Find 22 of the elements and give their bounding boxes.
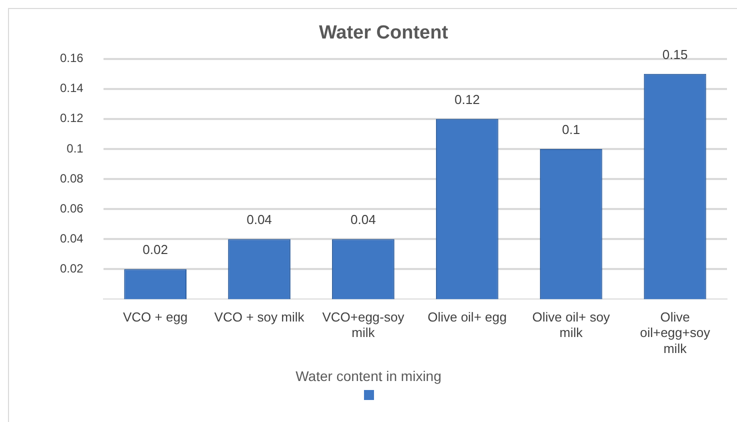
y-tick-label: 0.02 — [60, 261, 84, 276]
data-label: 0.02 — [142, 242, 168, 258]
y-tick-label: 0.08 — [60, 171, 84, 186]
data-label: 0.04 — [246, 212, 272, 228]
y-tick-label: 0.12 — [60, 111, 84, 126]
chart-title: Water Content — [318, 22, 449, 44]
text: Water content in mixing — [294, 368, 442, 384]
y-tick-label: 0.16 — [60, 51, 84, 66]
x-tick-label: Olive oil+egg+soy milk — [640, 310, 711, 356]
data-label: 0.12 — [454, 92, 480, 107]
y-tick-label: 0.1 — [66, 141, 84, 156]
data-label: 0.04 — [350, 212, 376, 228]
x-tick-label: VCO + soy milk — [214, 310, 305, 325]
data-label: 0.1 — [562, 122, 580, 138]
x-tick-label: VCO+egg-soy milk — [322, 310, 405, 340]
y-tick-label: 0.04 — [60, 231, 84, 246]
x-tick-label: VCO + egg — [122, 310, 188, 325]
y-tick-label: 0.14 — [60, 81, 84, 96]
data-label: 0.15 — [662, 46, 688, 62]
x-tick-label: Olive oil+ soy milk — [532, 310, 610, 340]
y-tick-label: 0.06 — [60, 201, 84, 216]
x-tick-label: Olive oil+ egg — [428, 310, 507, 325]
